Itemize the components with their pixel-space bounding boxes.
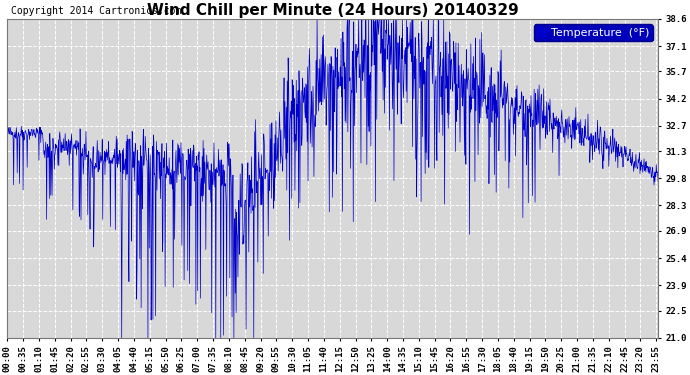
- Text: Copyright 2014 Cartronics.com: Copyright 2014 Cartronics.com: [10, 6, 181, 16]
- Title: Wind Chill per Minute (24 Hours) 20140329: Wind Chill per Minute (24 Hours) 2014032…: [147, 3, 519, 18]
- Legend: Temperature  (°F): Temperature (°F): [534, 24, 653, 41]
